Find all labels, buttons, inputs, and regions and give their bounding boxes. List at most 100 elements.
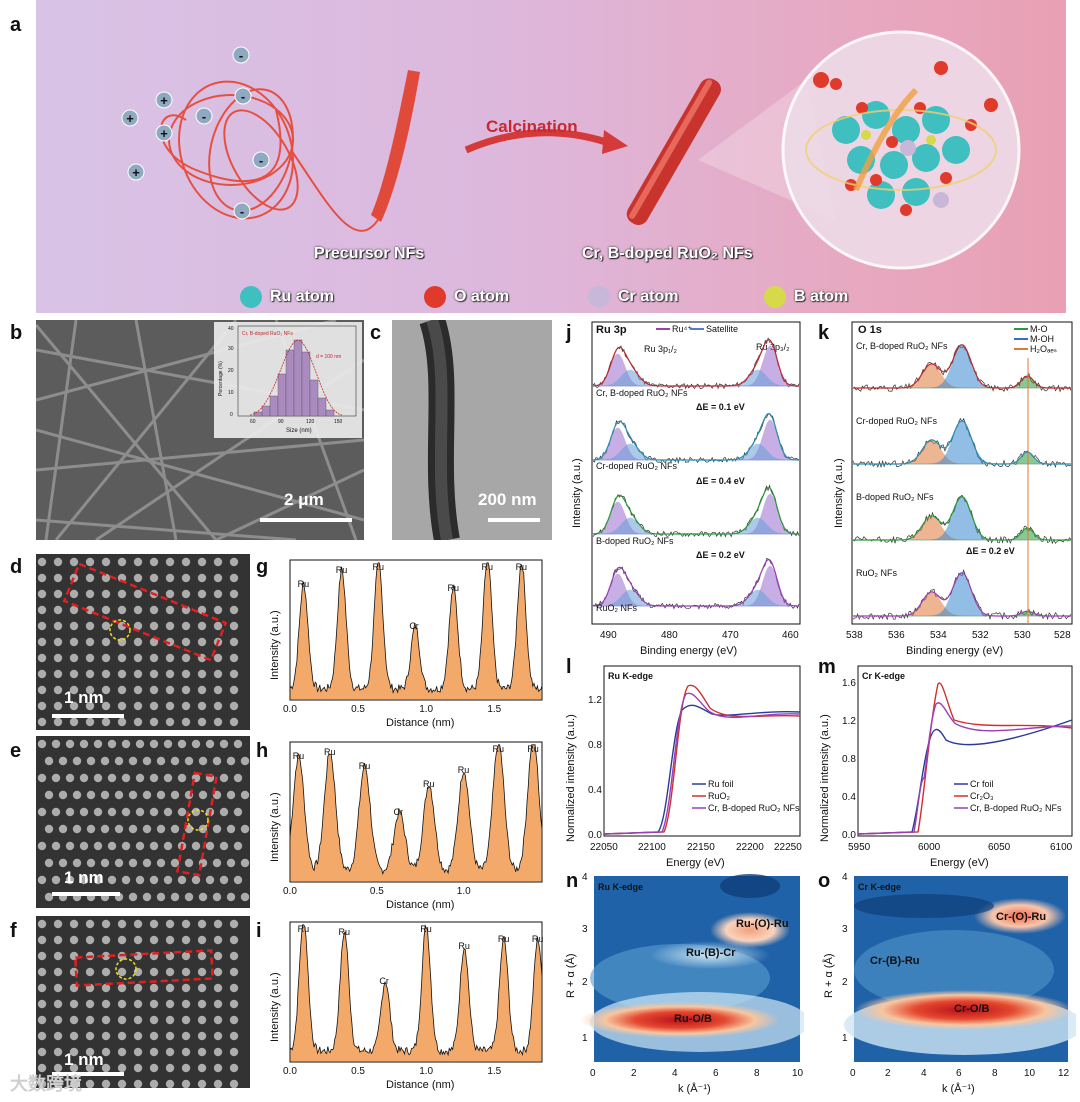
atom-column	[233, 807, 243, 817]
peak-label: Ru	[324, 747, 336, 757]
atom-column	[135, 807, 145, 817]
atom-column	[197, 983, 207, 993]
atom-column	[53, 573, 63, 583]
atom-column	[128, 892, 138, 902]
svg-text:20: 20	[228, 368, 234, 374]
atom-column	[133, 1031, 143, 1041]
xanes-m-legend-1: Cr foil	[970, 779, 994, 789]
profile-xtick: 0.0	[283, 886, 297, 897]
svg-text:150: 150	[334, 419, 343, 425]
xps-j-xtick-3: 470	[722, 630, 739, 641]
panel-label-g: g	[256, 556, 269, 578]
wt-o-cr-o-ru	[974, 898, 1066, 934]
atom-column	[69, 1079, 79, 1088]
atom-column	[229, 669, 239, 679]
atom-column	[53, 621, 63, 631]
atom-column	[213, 967, 223, 977]
peak-label: Ru	[498, 934, 510, 944]
atom-column	[205, 875, 215, 885]
xanes-m-xtick-4: 6100	[1050, 842, 1073, 853]
profile-xlabel: Distance (nm)	[386, 717, 454, 729]
atom-column	[149, 919, 159, 929]
haadf-image-d: 1 nm	[36, 554, 250, 730]
atom-column	[85, 717, 95, 727]
svg-text:+: +	[126, 111, 134, 126]
haadf-image-e: 1 nm	[36, 736, 250, 908]
wt-n-xtick-1: 0	[590, 1068, 596, 1079]
atom-column	[212, 858, 222, 868]
atom-column	[213, 1063, 223, 1073]
atom-column	[93, 807, 103, 817]
atom-column	[72, 756, 82, 766]
atom-column	[197, 701, 207, 711]
atom-column	[44, 824, 54, 834]
xps-k-xtick-4: 532	[972, 630, 989, 641]
atom-column	[37, 637, 47, 647]
wt-o-xtick-5: 8	[992, 1068, 998, 1079]
atom-column	[117, 701, 127, 711]
lattice-f	[37, 919, 239, 1088]
atom-column	[226, 790, 236, 800]
profile-area	[289, 924, 543, 1063]
atom-column	[197, 557, 207, 567]
atom-column	[72, 790, 82, 800]
wt-ru-heatmap: Ru K-edge Ru-(O)-Ru Ru-(B)-Cr Ru-O/B 0 2…	[564, 872, 804, 1095]
atom-column	[233, 739, 243, 749]
atom-column	[101, 717, 111, 727]
wt-o-annot-1: Cr-(O)-Ru	[996, 911, 1046, 923]
atom-column	[165, 605, 175, 615]
atom-column	[133, 669, 143, 679]
wt-o-xtick-3: 4	[921, 1068, 927, 1079]
atom-column	[128, 824, 138, 834]
tem-scale-label: 200 nm	[478, 490, 537, 509]
atom-column	[181, 1047, 191, 1057]
atom-column	[181, 1079, 191, 1088]
wt-o-annot-2: Cr-(B)-Ru	[870, 955, 919, 967]
atom-column	[165, 669, 175, 679]
atom-column	[133, 573, 143, 583]
line-scan-box-e	[176, 771, 218, 877]
atom-column	[51, 739, 61, 749]
atom-column	[114, 824, 124, 834]
xps-k-series-1: Cr, B-doped RuO₂ NFs	[856, 341, 948, 351]
atom-column	[163, 875, 173, 885]
atom-column	[212, 756, 222, 766]
atom-column	[93, 739, 103, 749]
atom-column	[149, 573, 159, 583]
atom-column	[69, 935, 79, 945]
atom-column	[85, 589, 95, 599]
atom-column	[37, 935, 47, 945]
xanes-l-legend-1: Ru foil	[708, 779, 734, 789]
xps-j-title: Ru 3p	[596, 324, 627, 336]
atom-column	[133, 605, 143, 615]
peak-label: Ru	[516, 562, 528, 572]
atom-column	[240, 756, 250, 766]
atom-column	[149, 841, 159, 851]
lattice-e	[37, 739, 250, 902]
xps-j-ylabel: Intensity (a.u.)	[571, 458, 583, 528]
atom-column	[213, 685, 223, 695]
atom-column	[156, 756, 166, 766]
panel-label-k: k	[818, 322, 830, 344]
atom-column	[121, 875, 131, 885]
atom-column	[156, 824, 166, 834]
atom-column	[117, 605, 127, 615]
panel-label-j: j	[566, 322, 572, 344]
xps-k-series-2: Cr-doped RuO₂ NFs	[856, 416, 938, 426]
atom-column	[37, 1079, 47, 1088]
atom-column	[53, 669, 63, 679]
panel-label-b: b	[10, 322, 23, 344]
atom-column	[133, 1079, 143, 1088]
atom-column	[149, 875, 159, 885]
svg-text:+: +	[160, 126, 168, 141]
atom-column	[69, 669, 79, 679]
product-label: Cr, B-doped RuO₂ NFs	[582, 245, 753, 262]
atom-column	[219, 773, 229, 783]
atom-column	[117, 1047, 127, 1057]
atom-column	[101, 967, 111, 977]
profile-xlabel: Distance (nm)	[386, 1079, 454, 1091]
legend-b-atom: B atom	[764, 286, 848, 308]
xanes-l-xtick-5: 22250	[774, 842, 802, 853]
xps-k-xlabel: Binding energy (eV)	[906, 645, 1003, 657]
